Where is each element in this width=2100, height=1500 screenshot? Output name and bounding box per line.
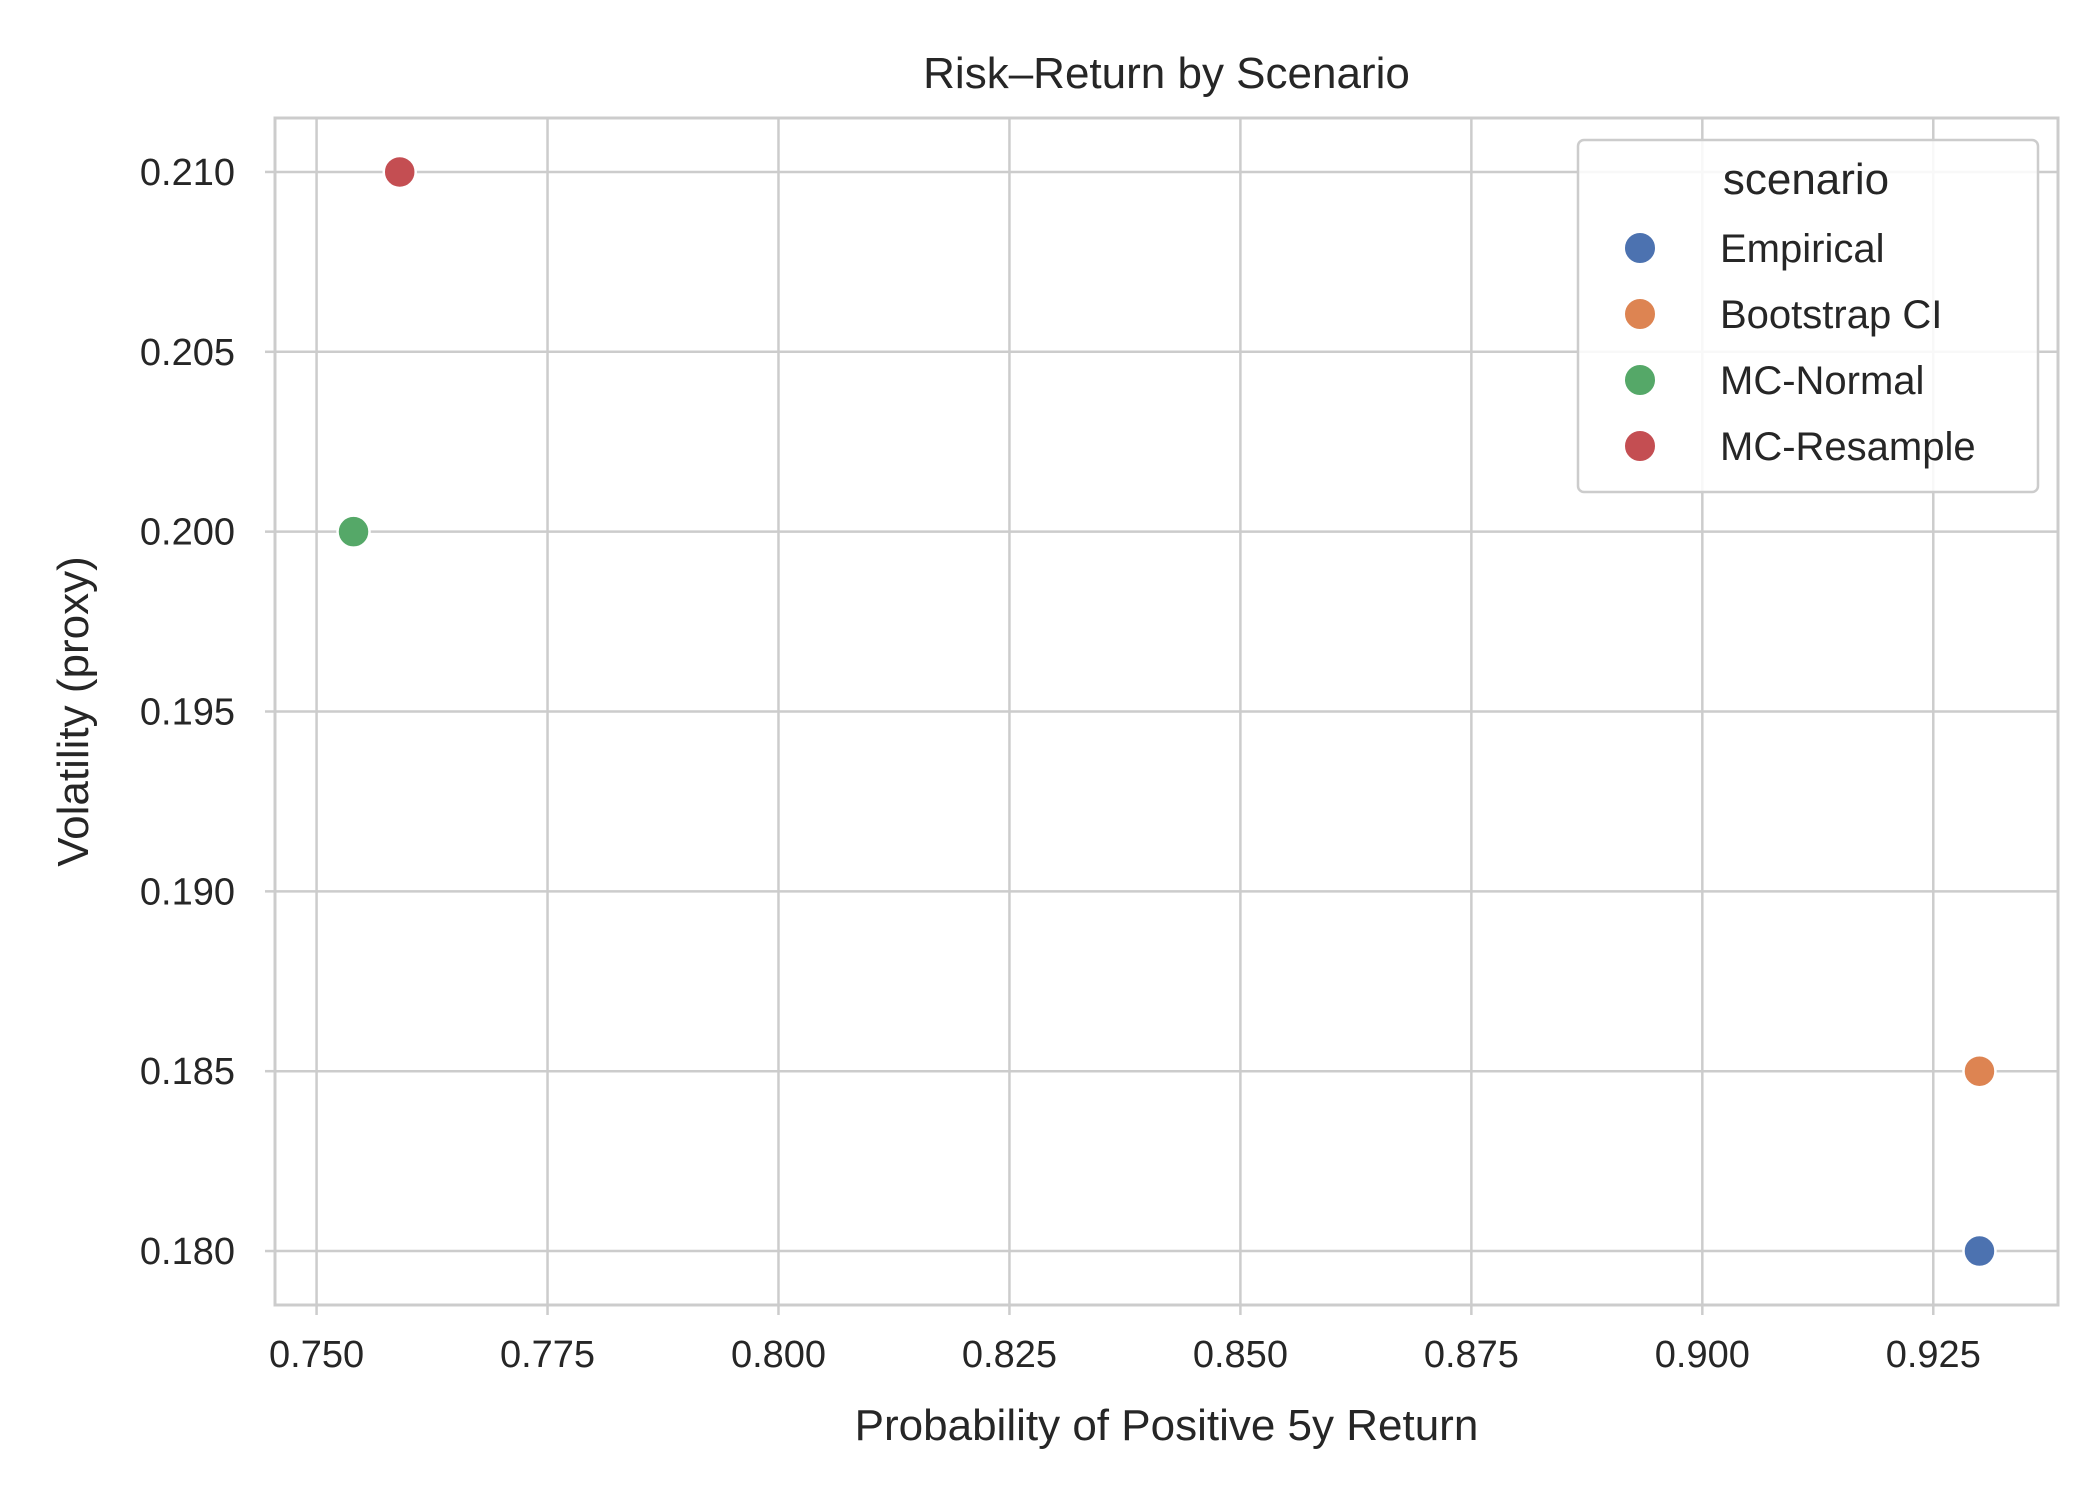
y-tick-label: 0.180 <box>140 1231 235 1273</box>
legend-box <box>1576 138 2040 494</box>
y-tick-label: 0.200 <box>140 512 235 554</box>
legend-marker-empirical <box>1623 231 1657 265</box>
data-point-mc-normal <box>336 514 371 549</box>
data-points <box>336 154 1997 1269</box>
y-tick-label: 0.195 <box>140 692 235 734</box>
legend-title: scenario <box>1723 155 1889 204</box>
data-point-empirical <box>1962 1233 1997 1269</box>
legend: scenario Empirical Bootstrap CI MC-Normal M… <box>1576 138 2040 494</box>
y-tick-label: 0.205 <box>140 332 235 374</box>
y-tick-label: 0.185 <box>140 1051 235 1093</box>
chart-title: Risk–Return by Scenario <box>923 49 1410 98</box>
legend-label-mc-normal: MC-Normal <box>1720 359 1924 403</box>
x-tick-label: 0.900 <box>1655 1334 1750 1376</box>
legend-marker-mc-normal <box>1623 363 1657 397</box>
x-tick-label: 0.825 <box>962 1334 1057 1376</box>
legend-items: Empirical Bootstrap CI MC-Normal MC-Resampl… <box>1623 227 1976 469</box>
legend-label-bootstrap-ci: Bootstrap CI <box>1720 293 1942 337</box>
legend-label-empirical: Empirical <box>1720 227 1884 271</box>
y-tick-label: 0.210 <box>140 152 235 194</box>
x-tick-label: 0.875 <box>1424 1334 1519 1376</box>
x-tick-label: 0.850 <box>1193 1334 1288 1376</box>
x-tick-label: 0.925 <box>1886 1334 1981 1376</box>
x-tick-label: 0.750 <box>269 1334 364 1376</box>
data-point-mc-resample <box>382 154 417 190</box>
axis-ticks: 0.750 0.775 0.800 0.825 0.850 0.875 0.900 0.925… <box>140 152 1981 1376</box>
data-point-bootstrap-ci <box>1962 1053 1997 1089</box>
x-tick-label: 0.775 <box>500 1334 595 1376</box>
y-axis-label: Volatility (proxy) <box>49 556 98 867</box>
x-tick-label: 0.800 <box>731 1334 826 1376</box>
legend-label-mc-resample: MC-Resample <box>1720 425 1976 469</box>
x-axis-label: Probability of Positive 5y Return <box>855 1401 1479 1450</box>
y-tick-label: 0.190 <box>140 871 235 913</box>
legend-marker-bootstrap-ci <box>1623 297 1657 331</box>
legend-marker-mc-resample <box>1623 429 1657 463</box>
